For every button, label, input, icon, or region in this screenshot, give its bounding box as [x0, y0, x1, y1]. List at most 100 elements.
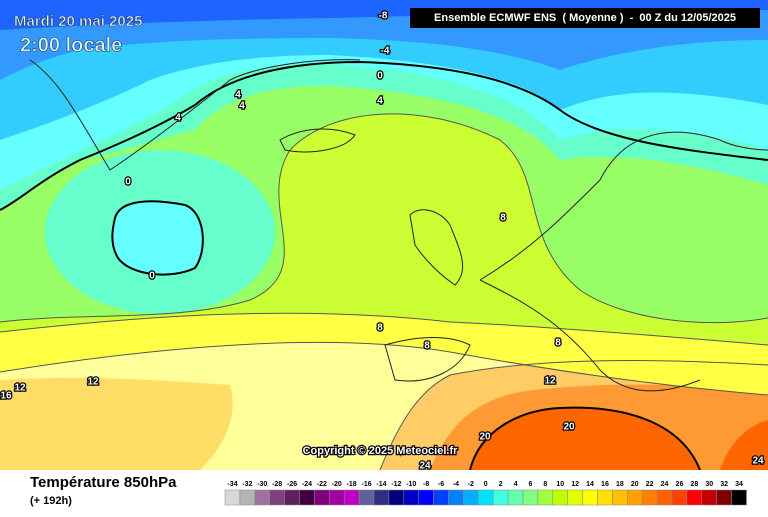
contour-label: 12: [544, 376, 556, 387]
scale-label: 2: [499, 481, 503, 488]
scale-label: 30: [705, 481, 713, 488]
date-label: Mardi 20 mai 2025: [14, 13, 142, 30]
scale-label: 26: [676, 481, 684, 488]
scale-label: 4: [514, 481, 518, 488]
scale-label: 14: [586, 481, 594, 488]
scale-label: 22: [646, 481, 654, 488]
scale-label: -6: [438, 481, 444, 488]
contour-label: -4: [381, 46, 390, 57]
contour-label: 4: [377, 96, 383, 107]
scale-swatch: [522, 489, 539, 506]
contour-label: 0: [125, 177, 131, 188]
scale-swatch: [478, 489, 494, 506]
scale-label: 10: [556, 481, 564, 488]
scale-swatch: [582, 489, 598, 506]
scale-label: 16: [601, 481, 609, 488]
scale-swatch: [627, 489, 643, 506]
scale-swatch: [701, 489, 717, 506]
footer-lead: (+ 192h): [30, 495, 72, 507]
scale-label: -24: [302, 481, 312, 488]
scale-swatch: [224, 489, 241, 506]
low-center: [111, 200, 204, 276]
scale-swatch: [656, 489, 673, 506]
zone-hotter: [720, 420, 768, 470]
coastline: [479, 131, 768, 281]
contour-label: -8: [379, 11, 388, 22]
contour-label: 8: [377, 323, 383, 334]
scale-label: -8: [423, 481, 429, 488]
scale-label: 20: [631, 481, 639, 488]
scale-swatch: [537, 489, 554, 506]
scale-label: -32: [242, 481, 252, 488]
scale-swatch: [254, 489, 270, 506]
scale-swatch: [597, 489, 613, 506]
contour-label: 20: [479, 432, 491, 443]
scale-swatch: [343, 489, 360, 506]
scale-swatch: [299, 489, 315, 506]
scale-label: -4: [453, 481, 459, 488]
contour-label: 4: [239, 101, 245, 112]
scale-label: -14: [376, 481, 386, 488]
zone-arctic: [0, 0, 768, 30]
isoline-twenty: [469, 406, 701, 471]
coastline: [479, 279, 701, 392]
copyright: Copyright © 2025 Meteociel.fr: [303, 445, 459, 457]
coastline: [29, 59, 361, 171]
footer-title: Température 850hPa: [30, 474, 177, 491]
isoline-zero: [0, 60, 768, 211]
scale-label: 18: [616, 481, 624, 488]
scale-swatch: [492, 489, 509, 506]
isoline: [0, 341, 768, 396]
scale-swatch: [716, 489, 732, 506]
scale-swatch: [612, 489, 628, 506]
scale-swatch: [552, 489, 568, 506]
contour-label: 12: [87, 377, 99, 388]
contour-label: 24: [419, 461, 431, 472]
scale-label: -26: [287, 481, 297, 488]
scale-label: -30: [257, 481, 267, 488]
scale-swatch: [373, 489, 390, 506]
scale-label: 24: [661, 481, 669, 488]
scale-label: 12: [571, 481, 579, 488]
coastline: [384, 337, 471, 382]
scale-swatch: [448, 489, 464, 506]
contour-label: 8: [555, 338, 561, 349]
scale-label: 8: [543, 481, 547, 488]
scale-swatch: [567, 489, 583, 506]
scale-label: -18: [347, 481, 357, 488]
scale-swatch: [731, 489, 747, 506]
contour-label: 20: [563, 422, 575, 433]
scale-label: -22: [317, 481, 327, 488]
time-label: 2:00 locale: [20, 34, 122, 56]
isoline: [0, 113, 768, 324]
contour-label: 24: [752, 456, 764, 467]
scale-swatch: [641, 489, 658, 506]
scale-swatch: [418, 489, 434, 506]
scale-label: -20: [332, 481, 342, 488]
scale-swatch: [403, 489, 419, 506]
scale-label: 0: [484, 481, 488, 488]
contour-label: 16: [0, 391, 12, 402]
contour-label: 0: [149, 271, 155, 282]
scale-swatch: [507, 489, 524, 506]
scale-swatch: [686, 489, 703, 506]
model-box: [410, 8, 760, 28]
scale-label: 32: [720, 481, 728, 488]
scale-label: -10: [406, 481, 416, 488]
zone-warm: [0, 377, 233, 470]
scale-swatch: [463, 489, 479, 506]
scale-swatch: [314, 489, 330, 506]
contour-label: 0: [377, 71, 383, 82]
scale-swatch: [269, 489, 285, 506]
scale-label: -16: [361, 481, 371, 488]
contour-label: 4: [235, 90, 241, 101]
scale-swatch: [239, 489, 256, 506]
scale-label: 28: [690, 481, 698, 488]
scale-label: 34: [735, 481, 743, 488]
scale-label: -34: [227, 481, 237, 488]
scale-swatch: [329, 489, 345, 506]
zone-hotter: [470, 407, 700, 470]
scale-label: -12: [391, 481, 401, 488]
coastline: [279, 128, 356, 153]
